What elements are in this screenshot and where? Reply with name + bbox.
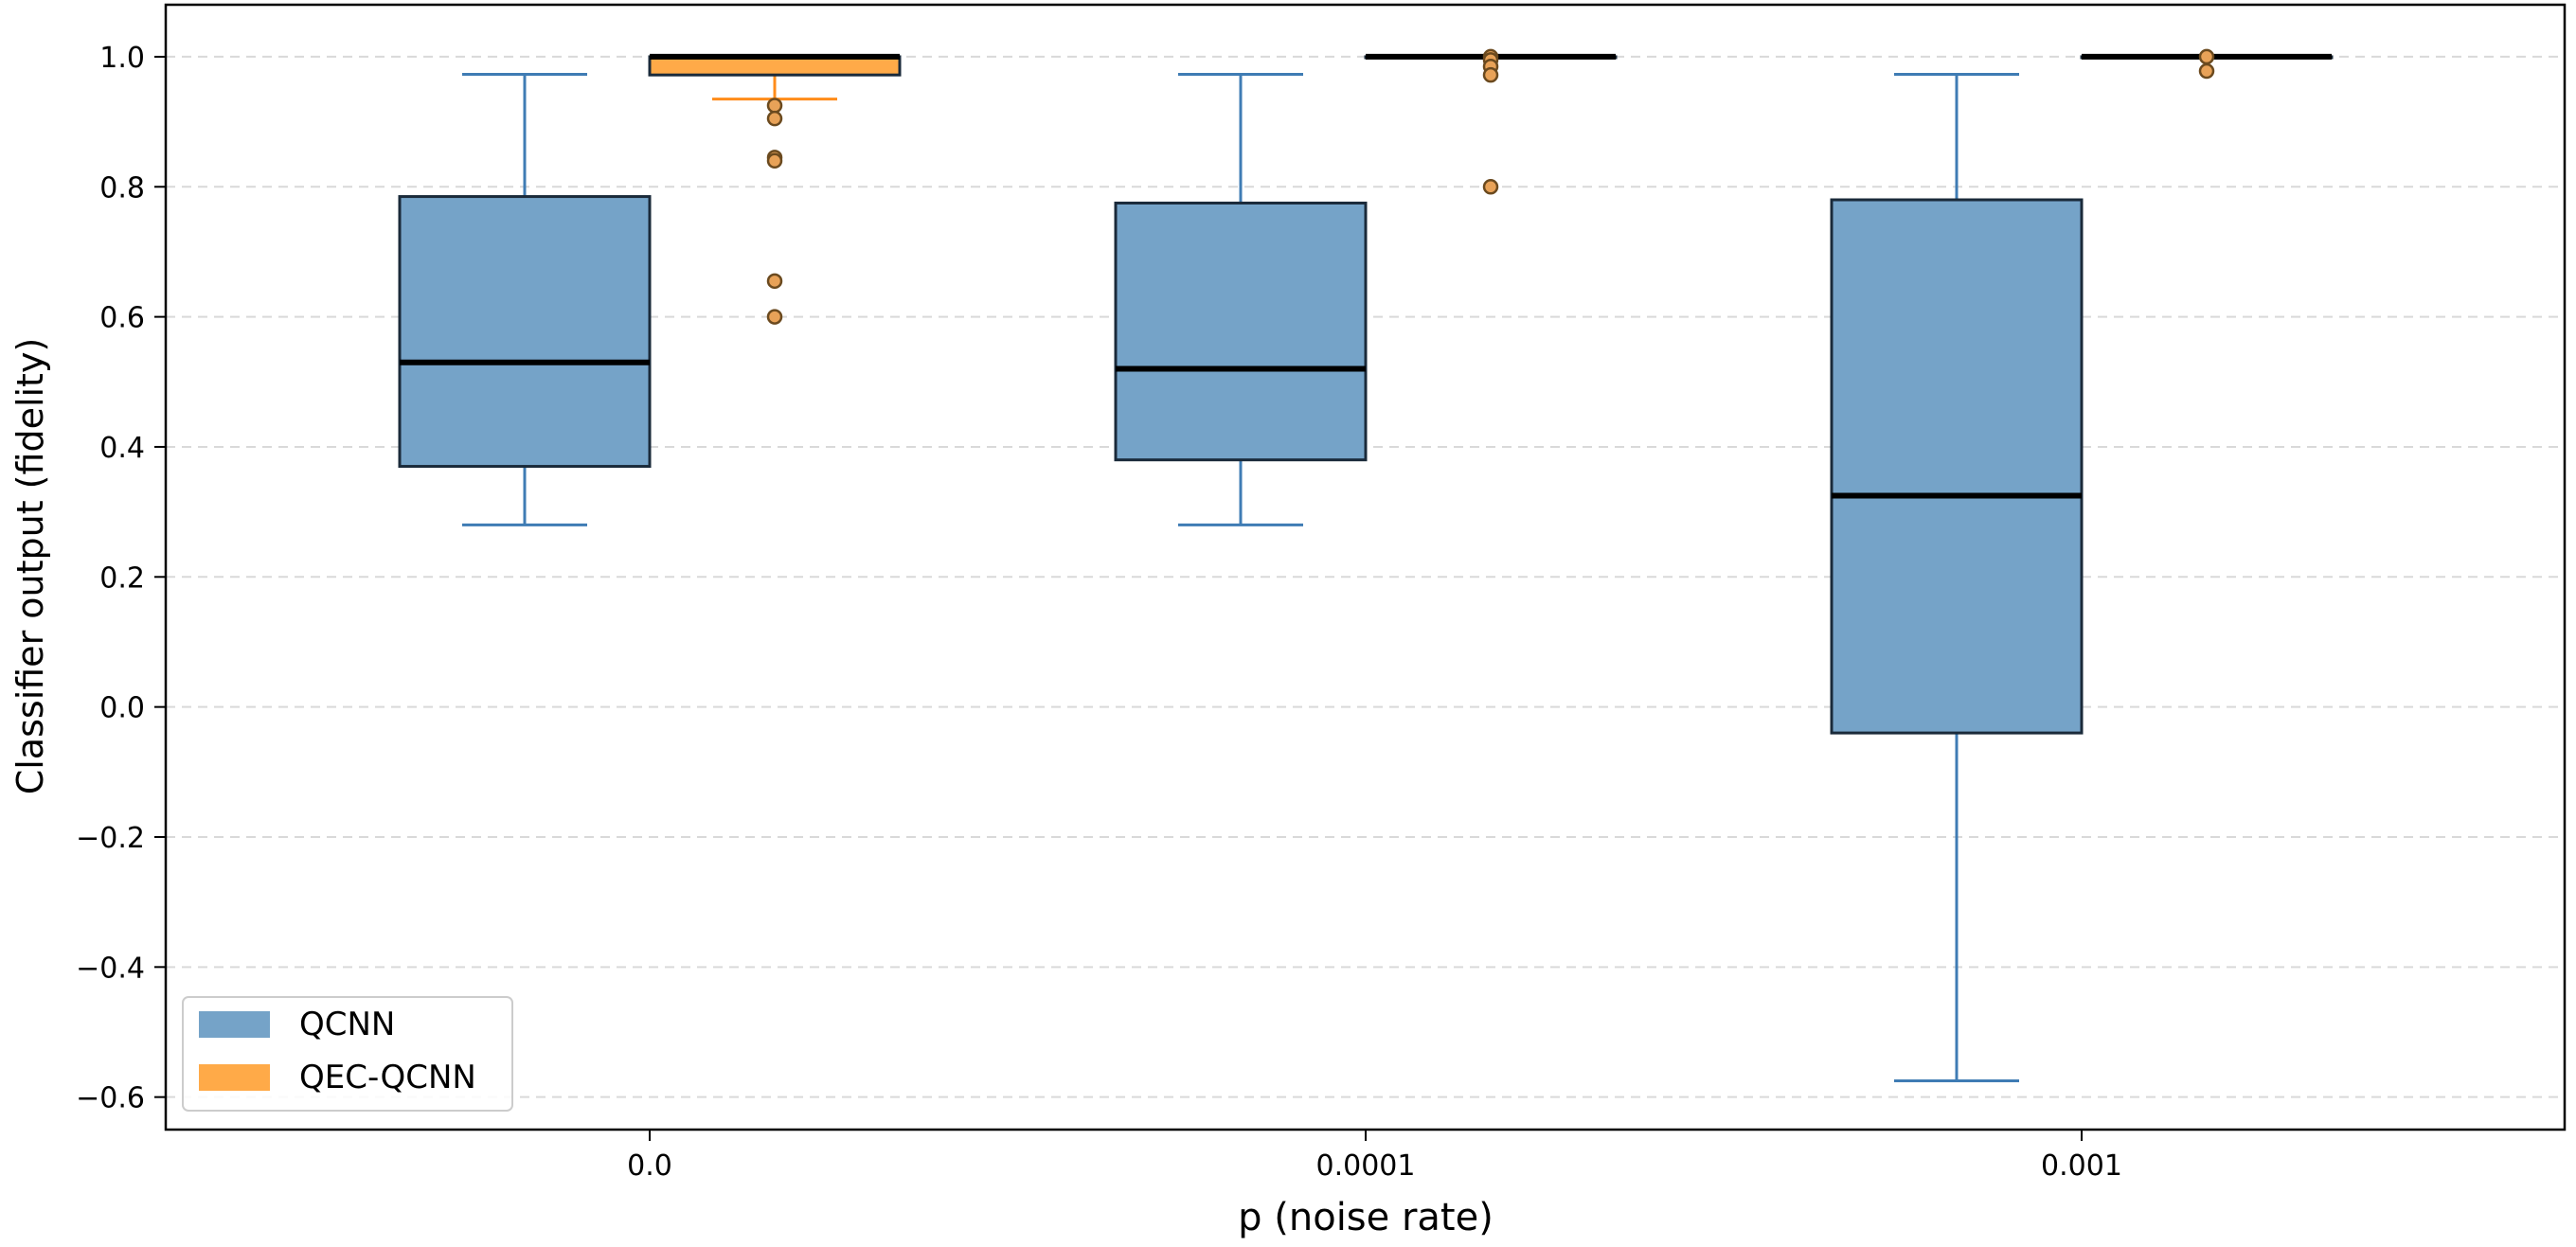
boxes (398, 48, 2334, 1082)
y-tick-label: 0.0 (99, 692, 145, 725)
box-body (1114, 201, 1368, 462)
box-qec-qcnn-0.0 (648, 53, 902, 325)
y-tick-label: −0.2 (76, 822, 145, 855)
outlier-point (2198, 62, 2215, 80)
legend: QCNN QEC-QCNN (182, 996, 513, 1112)
y-tick-label: 0.2 (99, 561, 145, 595)
box-qcnn-0.0 (398, 72, 652, 526)
outlier-point (766, 110, 783, 127)
y-tick-label: 0.4 (99, 432, 145, 465)
x-axis-label: p (noise rate) (1238, 1196, 1494, 1239)
box-qec-qcnn-0.0001 (1364, 48, 1618, 195)
y-axis-label: Classifier output (fidelity) (9, 338, 51, 795)
outlier-point (1482, 66, 1499, 83)
outlier-point (2198, 48, 2215, 65)
box-qec-qcnn-0.001 (2080, 48, 2334, 80)
x-tick-label: 0.0 (627, 1149, 672, 1183)
outlier-point (766, 152, 783, 169)
y-tick-label: 1.0 (99, 42, 145, 75)
y-tick-label: 0.8 (99, 171, 145, 205)
y-tick-label: −0.4 (76, 952, 145, 985)
box-body (1830, 198, 2084, 735)
legend-label-qec-qcnn: QEC-QCNN (299, 1059, 476, 1096)
y-tick-label: −0.6 (76, 1082, 145, 1115)
outlier-point (766, 98, 783, 114)
box-qcnn-0.001 (1830, 72, 2084, 1082)
outlier-point (766, 273, 783, 290)
outlier-point (766, 309, 783, 325)
box-qcnn-0.0001 (1114, 72, 1368, 526)
legend-swatch-qec-qcnn (199, 1064, 270, 1091)
box-body (398, 195, 652, 469)
y-tick-label: 0.6 (99, 302, 145, 335)
axes: −0.6 −0.4 −0.2 0.0 0.2 0.4 0.6 0.8 1.0 0.0 0.0001 0… (76, 3, 2567, 1183)
legend-swatch-qcnn (199, 1011, 270, 1038)
legend-label-qcnn: QCNN (299, 1006, 395, 1043)
outlier-point (1482, 179, 1499, 195)
x-tick-label: 0.0001 (1316, 1149, 1416, 1183)
x-tick-label: 0.001 (2041, 1149, 2122, 1183)
